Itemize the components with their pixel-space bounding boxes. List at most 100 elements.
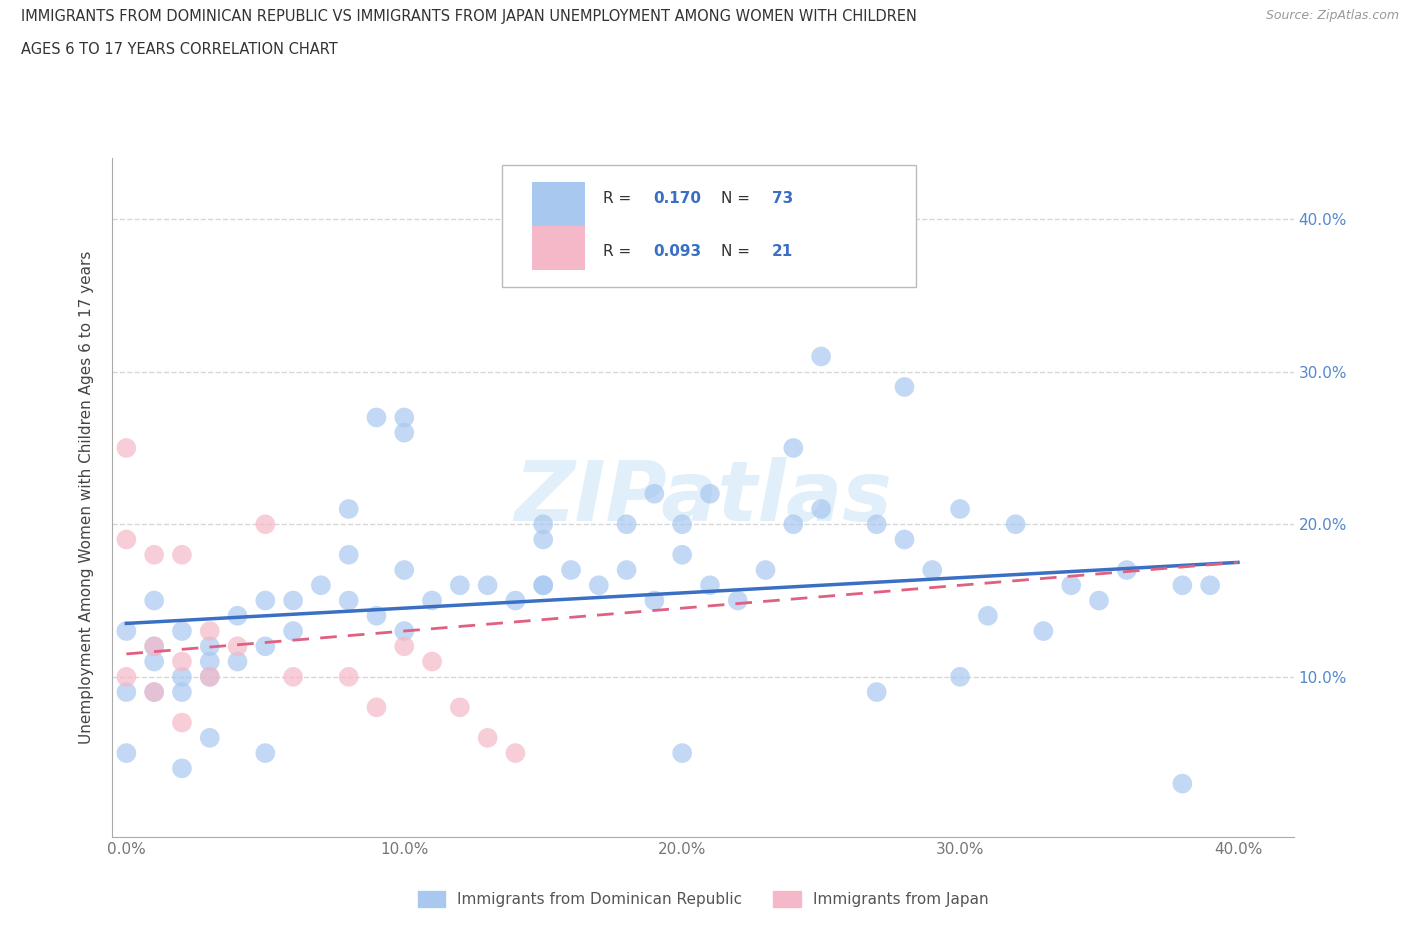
Point	[115, 624, 138, 639]
Point	[477, 578, 499, 592]
Point	[727, 593, 749, 608]
Point	[531, 517, 554, 532]
Point	[143, 654, 166, 669]
Text: IMMIGRANTS FROM DOMINICAN REPUBLIC VS IMMIGRANTS FROM JAPAN UNEMPLOYMENT AMONG W: IMMIGRANTS FROM DOMINICAN REPUBLIC VS IM…	[21, 9, 917, 24]
Text: 0.170: 0.170	[654, 192, 702, 206]
Y-axis label: Unemployment Among Women with Children Ages 6 to 17 years: Unemployment Among Women with Children A…	[79, 251, 94, 744]
Point	[337, 548, 360, 563]
Legend: Immigrants from Dominican Republic, Immigrants from Japan: Immigrants from Dominican Republic, Immi…	[418, 892, 988, 908]
Point	[1171, 777, 1194, 791]
Point	[198, 624, 221, 639]
Point	[394, 624, 416, 639]
Point	[143, 684, 166, 699]
Text: 0.093: 0.093	[654, 245, 702, 259]
FancyBboxPatch shape	[531, 226, 585, 270]
Point	[449, 700, 471, 715]
Point	[1088, 593, 1111, 608]
Text: N =: N =	[721, 245, 755, 259]
Point	[531, 578, 554, 592]
Point	[143, 548, 166, 563]
Point	[337, 593, 360, 608]
Point	[754, 563, 776, 578]
Point	[170, 761, 193, 776]
Point	[921, 563, 943, 578]
Point	[394, 639, 416, 654]
Point	[281, 593, 304, 608]
Point	[977, 608, 1000, 623]
Point	[893, 532, 915, 547]
Point	[115, 746, 138, 761]
Point	[226, 654, 249, 669]
Point	[531, 532, 554, 547]
Point	[170, 715, 193, 730]
Point	[420, 654, 443, 669]
Point	[143, 639, 166, 654]
Point	[366, 608, 388, 623]
Point	[1004, 517, 1026, 532]
Point	[254, 746, 277, 761]
Point	[198, 730, 221, 745]
Point	[254, 593, 277, 608]
Point	[337, 501, 360, 516]
Point	[337, 670, 360, 684]
Text: N =: N =	[721, 192, 755, 206]
Point	[616, 517, 638, 532]
Text: 21: 21	[772, 245, 793, 259]
Text: R =: R =	[603, 192, 636, 206]
Text: 73: 73	[772, 192, 793, 206]
Point	[115, 441, 138, 456]
Point	[1199, 578, 1222, 592]
Point	[115, 684, 138, 699]
Text: ZIPatlas: ZIPatlas	[515, 457, 891, 538]
Point	[198, 670, 221, 684]
Point	[949, 501, 972, 516]
Point	[366, 700, 388, 715]
Point	[810, 349, 832, 364]
Point	[1060, 578, 1083, 592]
Point	[810, 501, 832, 516]
Point	[560, 563, 582, 578]
Point	[309, 578, 332, 592]
Point	[1115, 563, 1137, 578]
Point	[866, 684, 889, 699]
Point	[866, 517, 889, 532]
Point	[782, 441, 804, 456]
Point	[170, 624, 193, 639]
Point	[782, 517, 804, 532]
Point	[198, 670, 221, 684]
Point	[949, 670, 972, 684]
Point	[394, 563, 416, 578]
Point	[366, 410, 388, 425]
Point	[893, 379, 915, 394]
Point	[643, 486, 665, 501]
Text: R =: R =	[603, 245, 636, 259]
Point	[143, 684, 166, 699]
Point	[588, 578, 610, 592]
Point	[505, 746, 527, 761]
Point	[226, 608, 249, 623]
FancyBboxPatch shape	[531, 182, 585, 226]
Text: Source: ZipAtlas.com: Source: ZipAtlas.com	[1265, 9, 1399, 22]
Text: AGES 6 TO 17 YEARS CORRELATION CHART: AGES 6 TO 17 YEARS CORRELATION CHART	[21, 42, 337, 57]
Point	[115, 670, 138, 684]
Point	[699, 486, 721, 501]
Point	[505, 593, 527, 608]
Point	[394, 410, 416, 425]
Point	[254, 639, 277, 654]
Point	[699, 578, 721, 592]
Point	[281, 670, 304, 684]
Point	[449, 578, 471, 592]
Point	[671, 517, 693, 532]
Point	[198, 639, 221, 654]
Point	[170, 670, 193, 684]
Point	[143, 639, 166, 654]
Point	[1032, 624, 1054, 639]
Point	[170, 654, 193, 669]
Point	[671, 746, 693, 761]
Point	[115, 532, 138, 547]
Point	[198, 654, 221, 669]
Point	[170, 684, 193, 699]
Point	[616, 563, 638, 578]
Point	[170, 548, 193, 563]
Point	[671, 548, 693, 563]
